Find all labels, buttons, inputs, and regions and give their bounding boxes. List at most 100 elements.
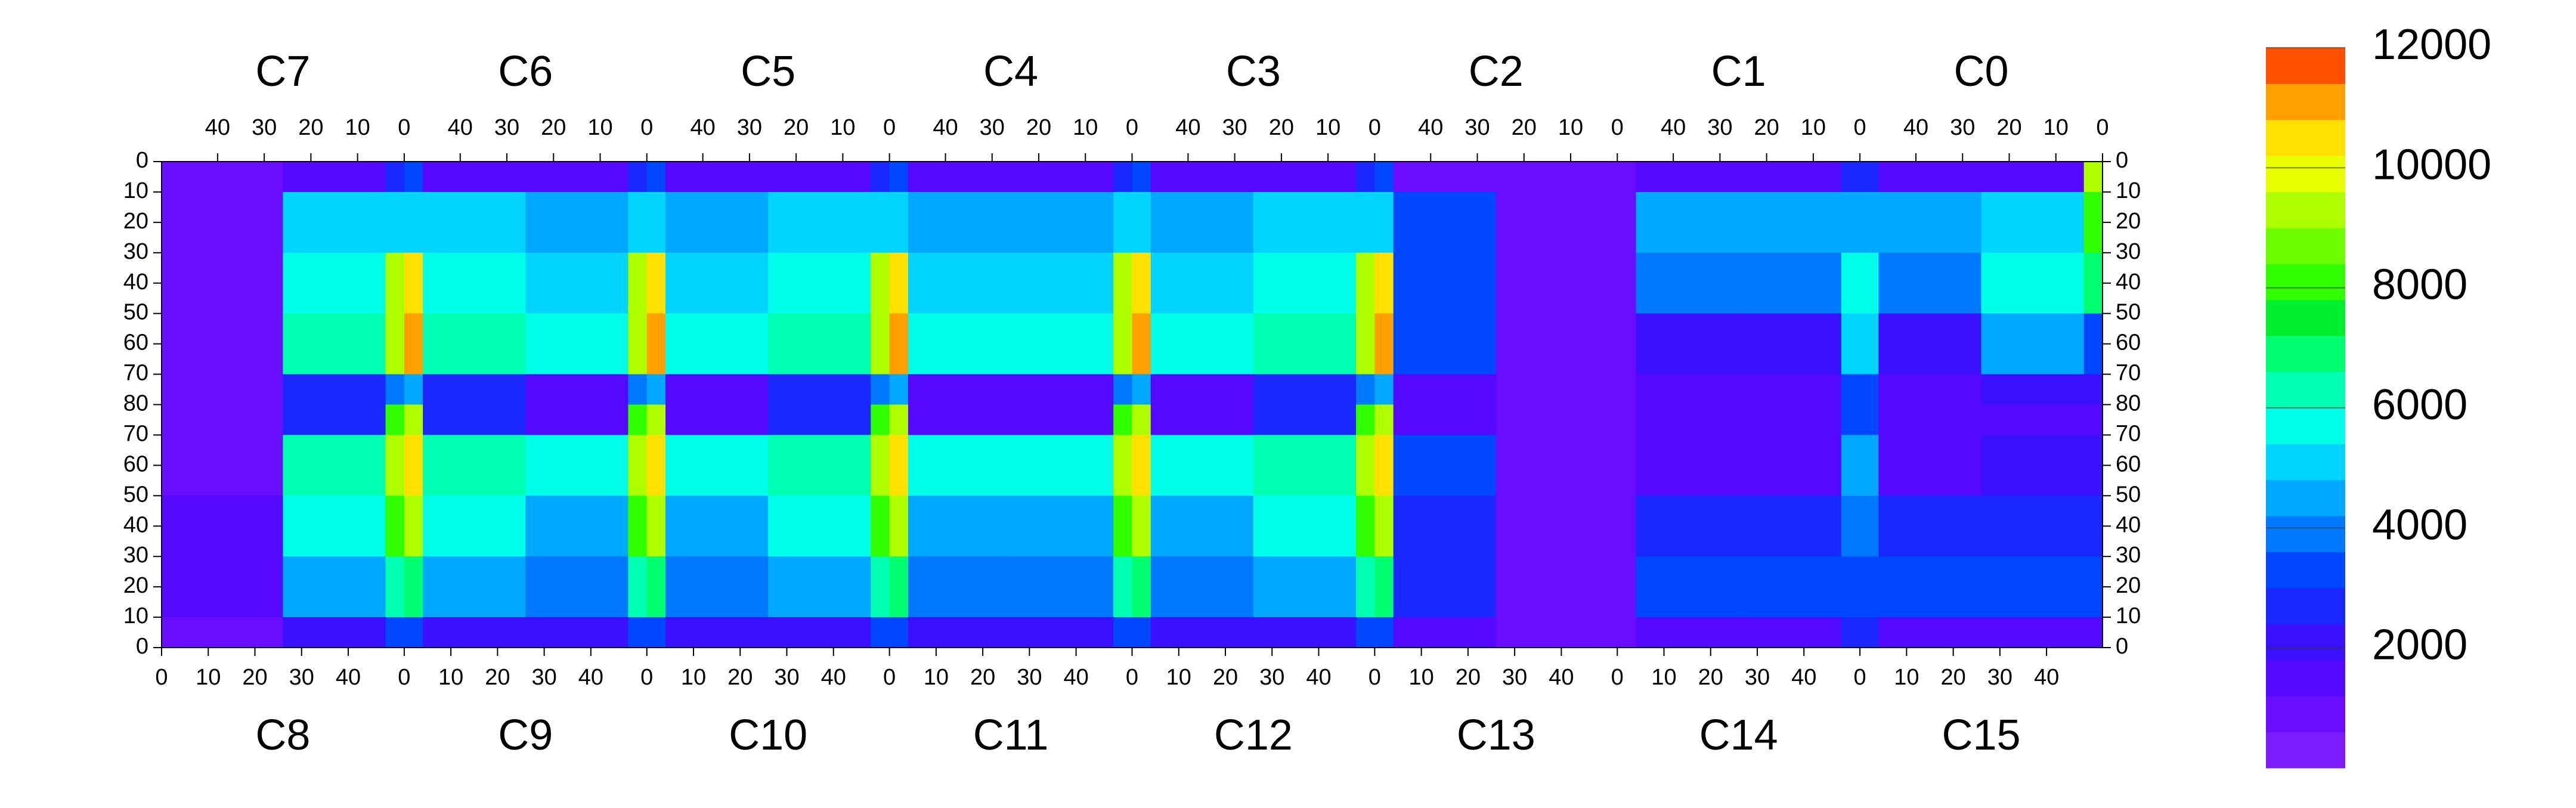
heat-cell [404, 404, 423, 435]
heat-cell [1356, 191, 1375, 253]
heat-cell [525, 496, 628, 557]
heat-cell [628, 374, 648, 405]
heat-cell [908, 496, 1011, 557]
heat-cell [423, 556, 526, 618]
heat-cell [1113, 496, 1132, 557]
heat-cell [162, 496, 181, 557]
heat-cell [1841, 191, 1860, 253]
y-tick-label: 50 [2116, 300, 2141, 325]
x-tick-label: 40 [1306, 665, 1331, 690]
heat-cell [665, 404, 769, 435]
heat-cell [283, 374, 386, 405]
heat-cell [525, 313, 628, 375]
heat-cell [1496, 496, 1599, 557]
heat-cell [180, 404, 283, 435]
heat-cell [1841, 162, 1860, 193]
colorbar-band [2266, 444, 2345, 481]
y-tick-label: 80 [123, 391, 148, 416]
heat-cell [1841, 404, 1860, 435]
x-tick-label: 20 [1698, 665, 1723, 690]
colorbar-label: 6000 [2372, 381, 2467, 429]
heat-cell [2083, 617, 2103, 648]
heat-cell [1393, 617, 1497, 648]
heat-cell [1636, 404, 1739, 435]
heat-cell [1738, 556, 1842, 618]
heat-cell [646, 435, 666, 496]
heat-cell [1113, 191, 1132, 253]
x-tick-label: 0 [640, 665, 653, 690]
heat-cell [1860, 556, 1879, 618]
heat-cell [1132, 191, 1151, 253]
heat-cell [1636, 313, 1739, 375]
heat-cell [1393, 374, 1497, 405]
heat-cell [1011, 435, 1114, 496]
heat-cell [1011, 617, 1114, 648]
heat-cell [2083, 496, 2103, 557]
heat-cell [1150, 556, 1254, 618]
chip-label: C10 [729, 711, 807, 759]
x-tick-label: 40 [1549, 665, 1574, 690]
heat-cell [1617, 617, 1637, 648]
heat-cell [525, 191, 628, 253]
heat-cell [385, 252, 405, 314]
heat-cell [889, 191, 909, 253]
colorbar-label: 2000 [2372, 621, 2467, 669]
heat-cell [1981, 313, 2085, 375]
colorbar-band [2266, 588, 2345, 624]
heat-cell [665, 374, 769, 405]
heat-cell [665, 496, 769, 557]
x2-tick-label: 0 [883, 115, 896, 140]
x2-tick-label: 0 [1611, 115, 1624, 140]
heat-cell [628, 252, 648, 314]
y-tick-label: 60 [123, 451, 148, 476]
x-tick-label: 40 [1791, 665, 1816, 690]
heat-cell [1011, 252, 1114, 314]
heat-cell [646, 404, 666, 435]
heat-cell [768, 617, 871, 648]
heat-cell [1598, 162, 1618, 193]
colorbar-band [2266, 372, 2345, 408]
heat-cell [1598, 252, 1618, 314]
heat-cell [1356, 435, 1375, 496]
heat-cell [385, 496, 405, 557]
x2-tick-label: 20 [541, 115, 566, 140]
x2-tick-label: 0 [2096, 115, 2109, 140]
y-tick-label: 70 [2116, 421, 2141, 446]
x-tick-label: 20 [727, 665, 753, 690]
heat-cell [423, 313, 526, 375]
heat-cell [1113, 313, 1132, 375]
heat-cell [1738, 404, 1842, 435]
heat-cell [1132, 435, 1151, 496]
heat-cell [1981, 556, 2085, 618]
heat-cell [1598, 191, 1618, 253]
heat-cell [1374, 252, 1394, 314]
heat-cell [1841, 556, 1860, 618]
heat-cell [1356, 374, 1375, 405]
heat-cell [768, 252, 871, 314]
heat-cell [1150, 191, 1254, 253]
y-tick-label: 70 [123, 421, 148, 446]
heat-cell [628, 496, 648, 557]
heat-cell [1636, 435, 1739, 496]
heat-cell [1738, 252, 1842, 314]
x2-tick-label: 30 [1222, 115, 1247, 140]
heat-cell [665, 191, 769, 253]
heat-cell [1356, 556, 1375, 618]
heat-cell [1617, 556, 1637, 618]
colorbar-band [2266, 696, 2345, 733]
heat-cell [162, 617, 181, 648]
x2-tick-label: 40 [933, 115, 958, 140]
heat-cell [1113, 252, 1132, 314]
heat-cell [1617, 374, 1637, 405]
y-tick-label: 50 [2116, 482, 2141, 507]
heat-cell [871, 162, 890, 193]
heat-cell [1617, 404, 1637, 435]
x-tick-label: 10 [924, 665, 949, 690]
x2-tick-label: 30 [1950, 115, 1975, 140]
x2-tick-label: 30 [1707, 115, 1732, 140]
heat-cell [1393, 313, 1497, 375]
heat-cell [646, 313, 666, 375]
heat-cell [1113, 162, 1132, 193]
x-tick-label: 20 [1940, 665, 1965, 690]
